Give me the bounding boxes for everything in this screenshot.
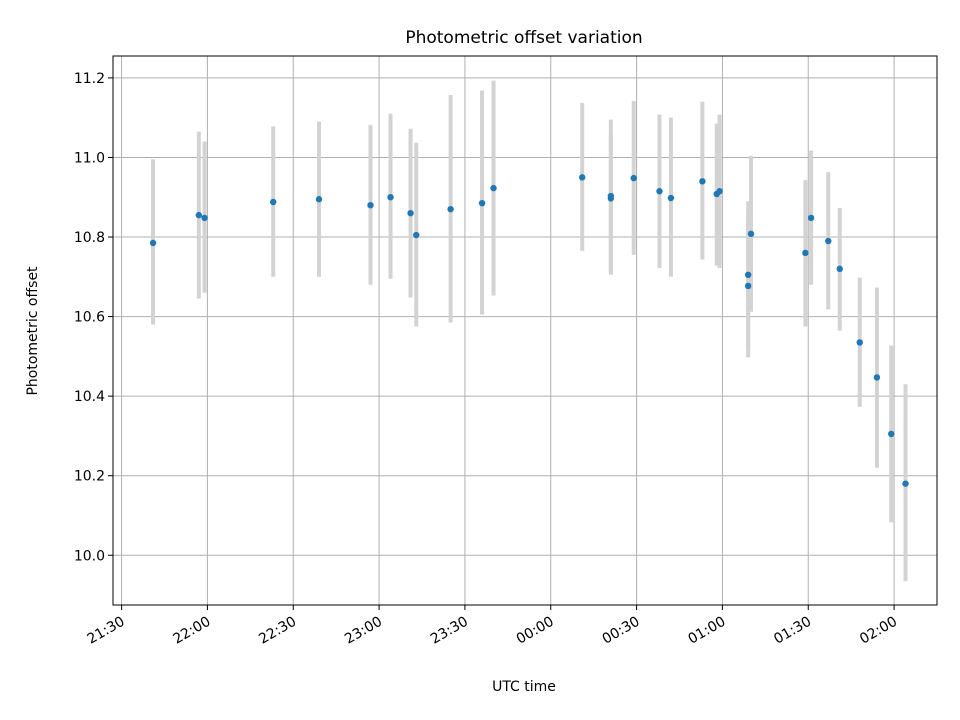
- data-point: [387, 194, 394, 201]
- data-point: [367, 201, 374, 209]
- data-point: [873, 374, 881, 381]
- data-point: [407, 209, 414, 217]
- error-bars: [151, 80, 908, 582]
- data-point: [699, 178, 706, 185]
- x-tick-label: 23:30: [428, 614, 471, 648]
- data-point: [630, 174, 637, 182]
- chart-title: Photometric offset variation: [405, 28, 642, 48]
- data-point: [195, 211, 203, 219]
- data-point: [836, 265, 843, 273]
- data-point: [656, 188, 663, 195]
- data-point: [270, 198, 277, 206]
- x-tick-label: 01:00: [685, 614, 728, 648]
- data-point: [716, 188, 723, 195]
- grid: [113, 56, 937, 605]
- data-point: [478, 199, 486, 207]
- y-tick-label: 10.6: [74, 310, 105, 326]
- data-point: [747, 230, 755, 238]
- y-tick-label: 10.8: [74, 230, 105, 246]
- data-point: [490, 184, 497, 192]
- y-tick-label: 11.2: [74, 71, 105, 87]
- x-tick-label: 23:00: [342, 614, 385, 648]
- x-tick-label: 22:00: [170, 614, 213, 648]
- data-point: [744, 282, 752, 290]
- x-tick-label: 22:30: [256, 614, 299, 648]
- x-axis-label: UTC time: [492, 679, 556, 695]
- data-point: [902, 480, 909, 487]
- data-point: [201, 214, 208, 222]
- data-point: [447, 205, 454, 213]
- data-point: [413, 231, 420, 239]
- data-point: [802, 249, 809, 257]
- y-axis-label: Photometric offset: [25, 266, 41, 396]
- y-tick-label: 10.2: [74, 469, 105, 485]
- x-tick-label: 21:30: [85, 614, 128, 648]
- x-tick-label: 01:30: [771, 614, 814, 648]
- data-point: [888, 430, 895, 438]
- data-point: [607, 192, 615, 200]
- y-tick-label: 11.0: [74, 150, 105, 166]
- data-point: [856, 339, 863, 346]
- x-tick-label: 00:30: [600, 614, 643, 648]
- data-point: [667, 194, 675, 202]
- y-tick-label: 10.0: [74, 548, 105, 564]
- data-point: [579, 174, 586, 181]
- x-tick-label: 02:00: [857, 614, 900, 648]
- data-point: [744, 271, 752, 279]
- data-point: [315, 196, 323, 203]
- y-tick-label: 10.4: [74, 389, 105, 405]
- data-points: [149, 174, 909, 487]
- data-point: [149, 239, 157, 247]
- plot-frame: [112, 55, 938, 606]
- data-point: [825, 237, 832, 245]
- data-point: [807, 214, 815, 222]
- x-tick-label: 00:00: [514, 614, 557, 648]
